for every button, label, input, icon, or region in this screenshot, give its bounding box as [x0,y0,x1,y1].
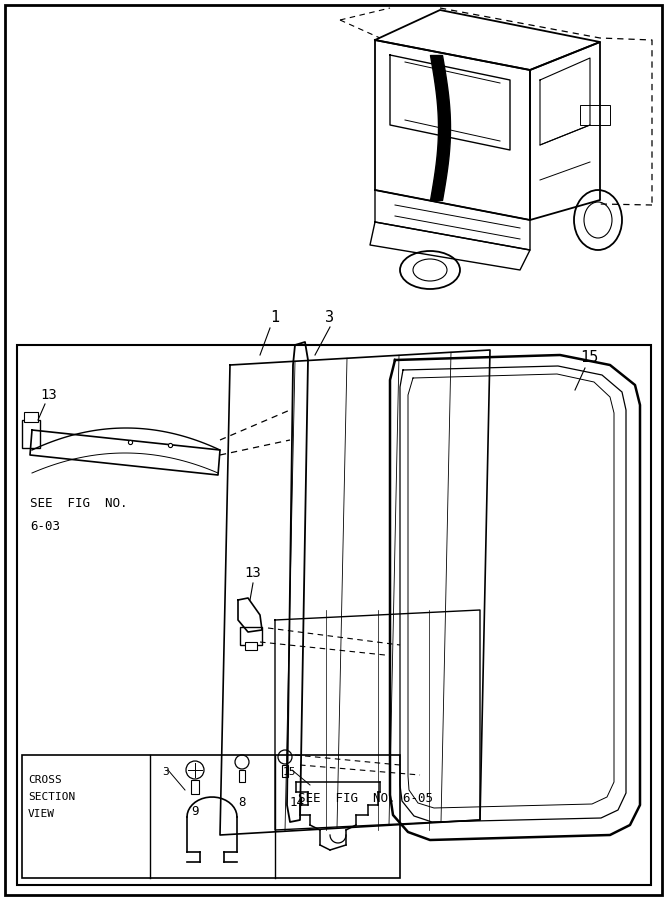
Text: 3: 3 [325,310,335,325]
Text: SEE  FIG  NO. 6-05: SEE FIG NO. 6-05 [298,792,433,805]
Text: 14: 14 [290,796,305,809]
Ellipse shape [413,259,447,281]
Bar [17,345,651,885]
Text: SEE  FIG  NO.: SEE FIG NO. [30,497,127,510]
Bar [191,780,199,794]
Bar [282,765,288,777]
Text: 13: 13 [245,566,261,580]
Ellipse shape [584,202,612,238]
Text: 15: 15 [580,350,598,365]
Text: 6-03: 6-03 [30,520,60,533]
Text: SECTION: SECTION [28,792,75,802]
Text: VIEW: VIEW [28,809,55,819]
Circle shape [235,755,249,769]
Bar [240,627,262,645]
Circle shape [278,750,292,764]
Bar [24,412,38,422]
Text: 9: 9 [191,805,199,818]
Text: 13: 13 [40,388,57,402]
Circle shape [186,761,204,779]
Text: 3: 3 [162,767,169,777]
Bar [22,420,40,448]
Ellipse shape [400,251,460,289]
Ellipse shape [574,190,622,250]
Bar [239,770,245,782]
Text: CROSS: CROSS [28,775,62,785]
Bar [22,755,400,878]
Bar [580,105,610,125]
Bar [245,642,257,650]
Text: 15: 15 [283,767,297,777]
Text: 8: 8 [238,796,245,809]
Text: 1: 1 [270,310,279,325]
